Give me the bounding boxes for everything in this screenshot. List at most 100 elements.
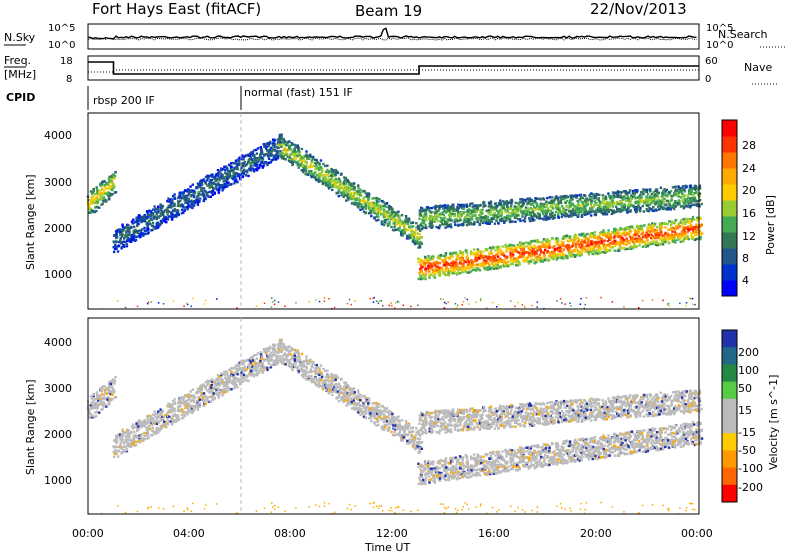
power-mark bbox=[148, 219, 151, 223]
power-mark bbox=[124, 226, 128, 229]
power-mark bbox=[123, 237, 126, 240]
power-mark bbox=[601, 232, 604, 235]
power-mark bbox=[544, 215, 548, 218]
power-mark bbox=[603, 208, 606, 212]
power-mark bbox=[604, 197, 607, 200]
power-mark bbox=[601, 207, 604, 211]
power-mark bbox=[635, 239, 639, 242]
power-mark bbox=[158, 223, 161, 226]
power-mark bbox=[497, 265, 500, 268]
power-mark bbox=[641, 232, 645, 235]
power-mark bbox=[694, 238, 698, 241]
power-mark bbox=[465, 223, 469, 227]
power-mark bbox=[512, 257, 516, 260]
power-mark bbox=[499, 249, 502, 252]
power-mark bbox=[489, 266, 493, 270]
power-mark bbox=[213, 192, 216, 195]
power-mark bbox=[429, 273, 433, 276]
power-mark bbox=[264, 147, 268, 150]
power-mark bbox=[380, 200, 383, 203]
power-mark bbox=[657, 202, 660, 205]
power-mark bbox=[424, 277, 427, 281]
power-mark bbox=[600, 241, 603, 245]
power-mark bbox=[664, 193, 667, 196]
power-mark bbox=[677, 186, 681, 190]
power-mark bbox=[102, 196, 106, 199]
power-mark bbox=[394, 223, 397, 226]
power-mark bbox=[117, 230, 120, 233]
power-mark bbox=[373, 217, 376, 220]
power-mark bbox=[490, 262, 494, 265]
power-mark bbox=[116, 300, 119, 302]
power-mark bbox=[520, 250, 523, 253]
power-mark bbox=[198, 185, 202, 188]
power-mark bbox=[482, 260, 485, 263]
power-mark bbox=[637, 230, 641, 233]
power-mark bbox=[372, 201, 375, 204]
power-mark bbox=[264, 153, 267, 156]
power-mark bbox=[354, 201, 357, 205]
power-mark bbox=[457, 223, 460, 227]
power-mark bbox=[208, 186, 211, 189]
power-mark bbox=[170, 218, 174, 221]
power-mark bbox=[171, 195, 175, 198]
power-mark bbox=[638, 241, 642, 245]
power-mark bbox=[121, 233, 124, 236]
power-mark bbox=[577, 212, 580, 215]
power-mark bbox=[680, 232, 684, 236]
power-mark bbox=[435, 261, 439, 264]
power-mark bbox=[580, 204, 583, 207]
power-mark bbox=[442, 298, 444, 301]
power-mark bbox=[90, 197, 93, 201]
power-mark bbox=[293, 152, 297, 155]
power-mark bbox=[658, 226, 661, 229]
power-mark bbox=[367, 198, 370, 201]
power-mark bbox=[298, 154, 301, 157]
power-mark bbox=[675, 192, 678, 196]
power-mark bbox=[332, 183, 335, 186]
power-mark bbox=[456, 268, 459, 271]
power-mark bbox=[471, 252, 474, 255]
power-mark bbox=[681, 188, 685, 192]
power-mark bbox=[126, 225, 129, 228]
power-mark bbox=[484, 215, 487, 218]
power-mark bbox=[129, 235, 133, 238]
power-mark bbox=[454, 209, 457, 212]
power-mark bbox=[179, 191, 182, 194]
power-mark bbox=[531, 219, 534, 222]
noise-search-line bbox=[87, 37, 697, 41]
power-mark bbox=[574, 209, 577, 212]
power-mark bbox=[689, 191, 692, 195]
power-mark bbox=[542, 204, 545, 208]
power-mark bbox=[616, 249, 619, 252]
power-mark bbox=[432, 218, 435, 221]
power-mark bbox=[434, 207, 437, 210]
power-mark bbox=[584, 213, 587, 216]
freq-panel: Freq. [MHz] 18 8 Nave 60 0 bbox=[4, 54, 778, 85]
cpid-row: CPID rbsp 200 IF normal (fast) 151 IF bbox=[6, 86, 353, 110]
power-mark bbox=[484, 268, 487, 271]
power-mark bbox=[535, 202, 539, 205]
power-mark bbox=[617, 192, 620, 196]
power-mark bbox=[629, 204, 633, 207]
power-mark bbox=[624, 239, 628, 243]
power-mark bbox=[546, 246, 549, 249]
power-mark bbox=[159, 203, 162, 206]
power-mark bbox=[303, 160, 307, 163]
power-mark bbox=[361, 205, 365, 209]
power-mark bbox=[451, 263, 455, 267]
power-mark bbox=[133, 238, 136, 242]
power-mark bbox=[602, 245, 605, 248]
power-mark bbox=[95, 196, 98, 199]
power-mark bbox=[573, 206, 576, 209]
power-mark bbox=[682, 207, 686, 210]
power-mark bbox=[626, 247, 629, 251]
power-mark bbox=[540, 251, 543, 254]
power-mark bbox=[487, 212, 490, 215]
power-mark bbox=[345, 191, 348, 194]
power-mark bbox=[602, 229, 605, 232]
power-mark bbox=[528, 197, 532, 200]
power-mark bbox=[670, 206, 674, 209]
power-mark bbox=[463, 217, 466, 221]
power-mark bbox=[361, 207, 364, 210]
